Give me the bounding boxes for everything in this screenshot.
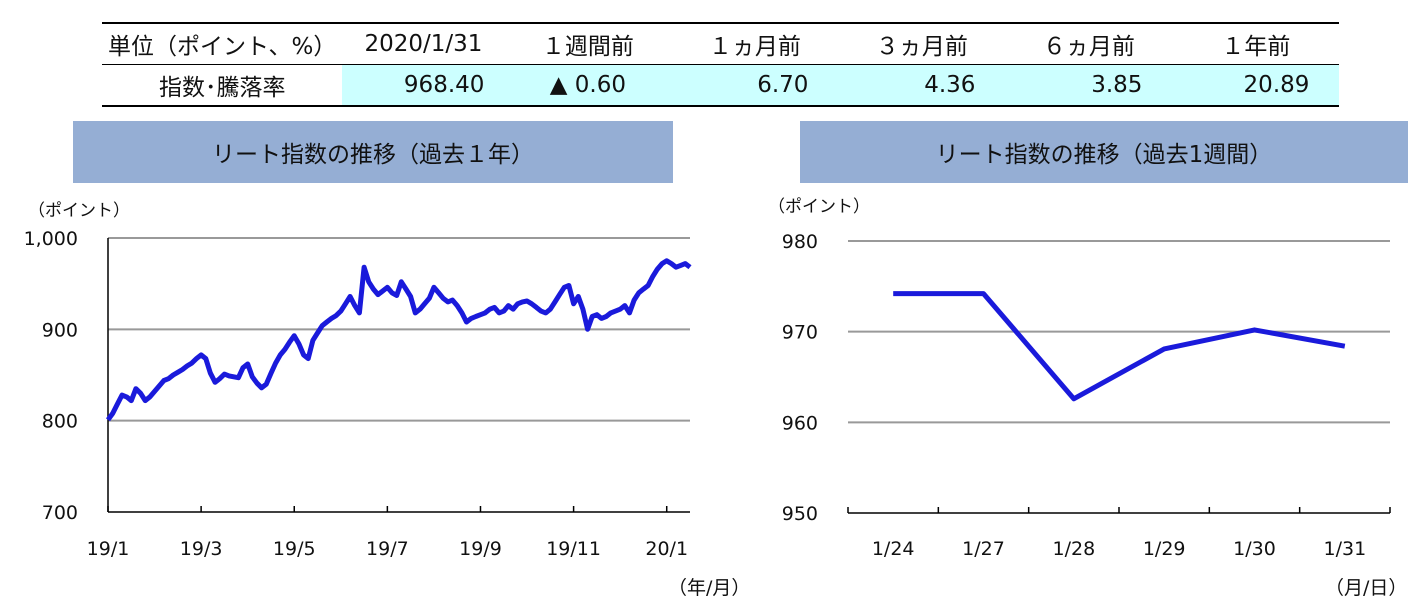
summary-table: 単位（ポイント、%） 2020/1/31 １週間前 １ヵ月前 ３ヵ月前 ６ヵ月前… <box>102 22 1340 107</box>
ytick-label-year: 800 <box>42 411 78 433</box>
summary-header-row: 単位（ポイント、%） 2020/1/31 １週間前 １ヵ月前 ３ヵ月前 ６ヵ月前… <box>102 22 1340 65</box>
header-date: 2020/1/31 <box>342 22 505 65</box>
xtick-label-year: 20/1 <box>645 538 688 560</box>
xtick-label-week: 1/28 <box>1052 538 1095 560</box>
xtick-label-year: 19/5 <box>273 538 316 560</box>
xtick-label-week: 1/31 <box>1323 538 1366 560</box>
ylabel-week: （ポイント） <box>768 197 870 217</box>
xtick-label-week: 1/24 <box>872 538 915 560</box>
value-1month: 6.70 <box>671 64 839 107</box>
row-label: 指数･騰落率 <box>102 64 343 107</box>
ytick-label-week: 970 <box>782 322 818 344</box>
value-1week: ▲ 0.60 <box>504 64 672 107</box>
xtick-label-week: 1/30 <box>1233 538 1276 560</box>
ytick-label-year: 700 <box>42 502 78 524</box>
ylabel-year: （ポイント） <box>28 201 130 221</box>
chart-title-year: リート指数の推移（過去１年） <box>73 121 673 183</box>
xlabel-week: （月/日） <box>1325 577 1407 599</box>
ytick-label-week: 960 <box>782 412 818 434</box>
header-3month: ３ヵ月前 <box>838 22 1006 65</box>
header-6month: ６ヵ月前 <box>1005 22 1173 65</box>
xtick-label-week: 1/29 <box>1143 538 1186 560</box>
value-1year: 20.89 <box>1172 64 1340 107</box>
xtick-label-year: 19/11 <box>546 538 601 560</box>
summary-value-row: 指数･騰落率 968.40 ▲ 0.60 6.70 4.36 3.85 20.8… <box>102 64 1340 107</box>
ytick-label-week: 980 <box>782 231 818 253</box>
series-line-week <box>893 291 1346 402</box>
chart-year: （ポイント） （年/月） 700 800 900 1,000 19/1 19/3 19/5 1… <box>24 201 751 599</box>
chart-title-week: リート指数の推移（過去1週間） <box>800 121 1408 183</box>
xlabel-year: （年/月） <box>668 577 750 599</box>
value-6month: 3.85 <box>1005 64 1173 107</box>
value-3month: 4.36 <box>838 64 1006 107</box>
value-date: 968.40 <box>342 64 505 107</box>
ytick-label-year: 1,000 <box>24 228 78 250</box>
header-1week: １週間前 <box>504 22 672 65</box>
chart-week: （ポイント） （月/日） 950 960 970 980 1/24 1/27 1/28 1/2… <box>768 197 1407 599</box>
xtick-label-year: 19/3 <box>180 538 223 560</box>
unit-label: 単位（ポイント、%） <box>102 22 343 65</box>
ytick-label-year: 900 <box>42 319 78 341</box>
header-1month: １ヵ月前 <box>671 22 839 65</box>
xtick-label-year: 19/9 <box>459 538 502 560</box>
xtick-label-year: 19/7 <box>366 538 409 560</box>
series-line-year <box>105 258 692 422</box>
ytick-label-week: 950 <box>782 503 818 525</box>
header-1year: １年前 <box>1172 22 1340 65</box>
xtick-label-year: 19/1 <box>87 538 130 560</box>
xtick-label-week: 1/27 <box>962 538 1005 560</box>
